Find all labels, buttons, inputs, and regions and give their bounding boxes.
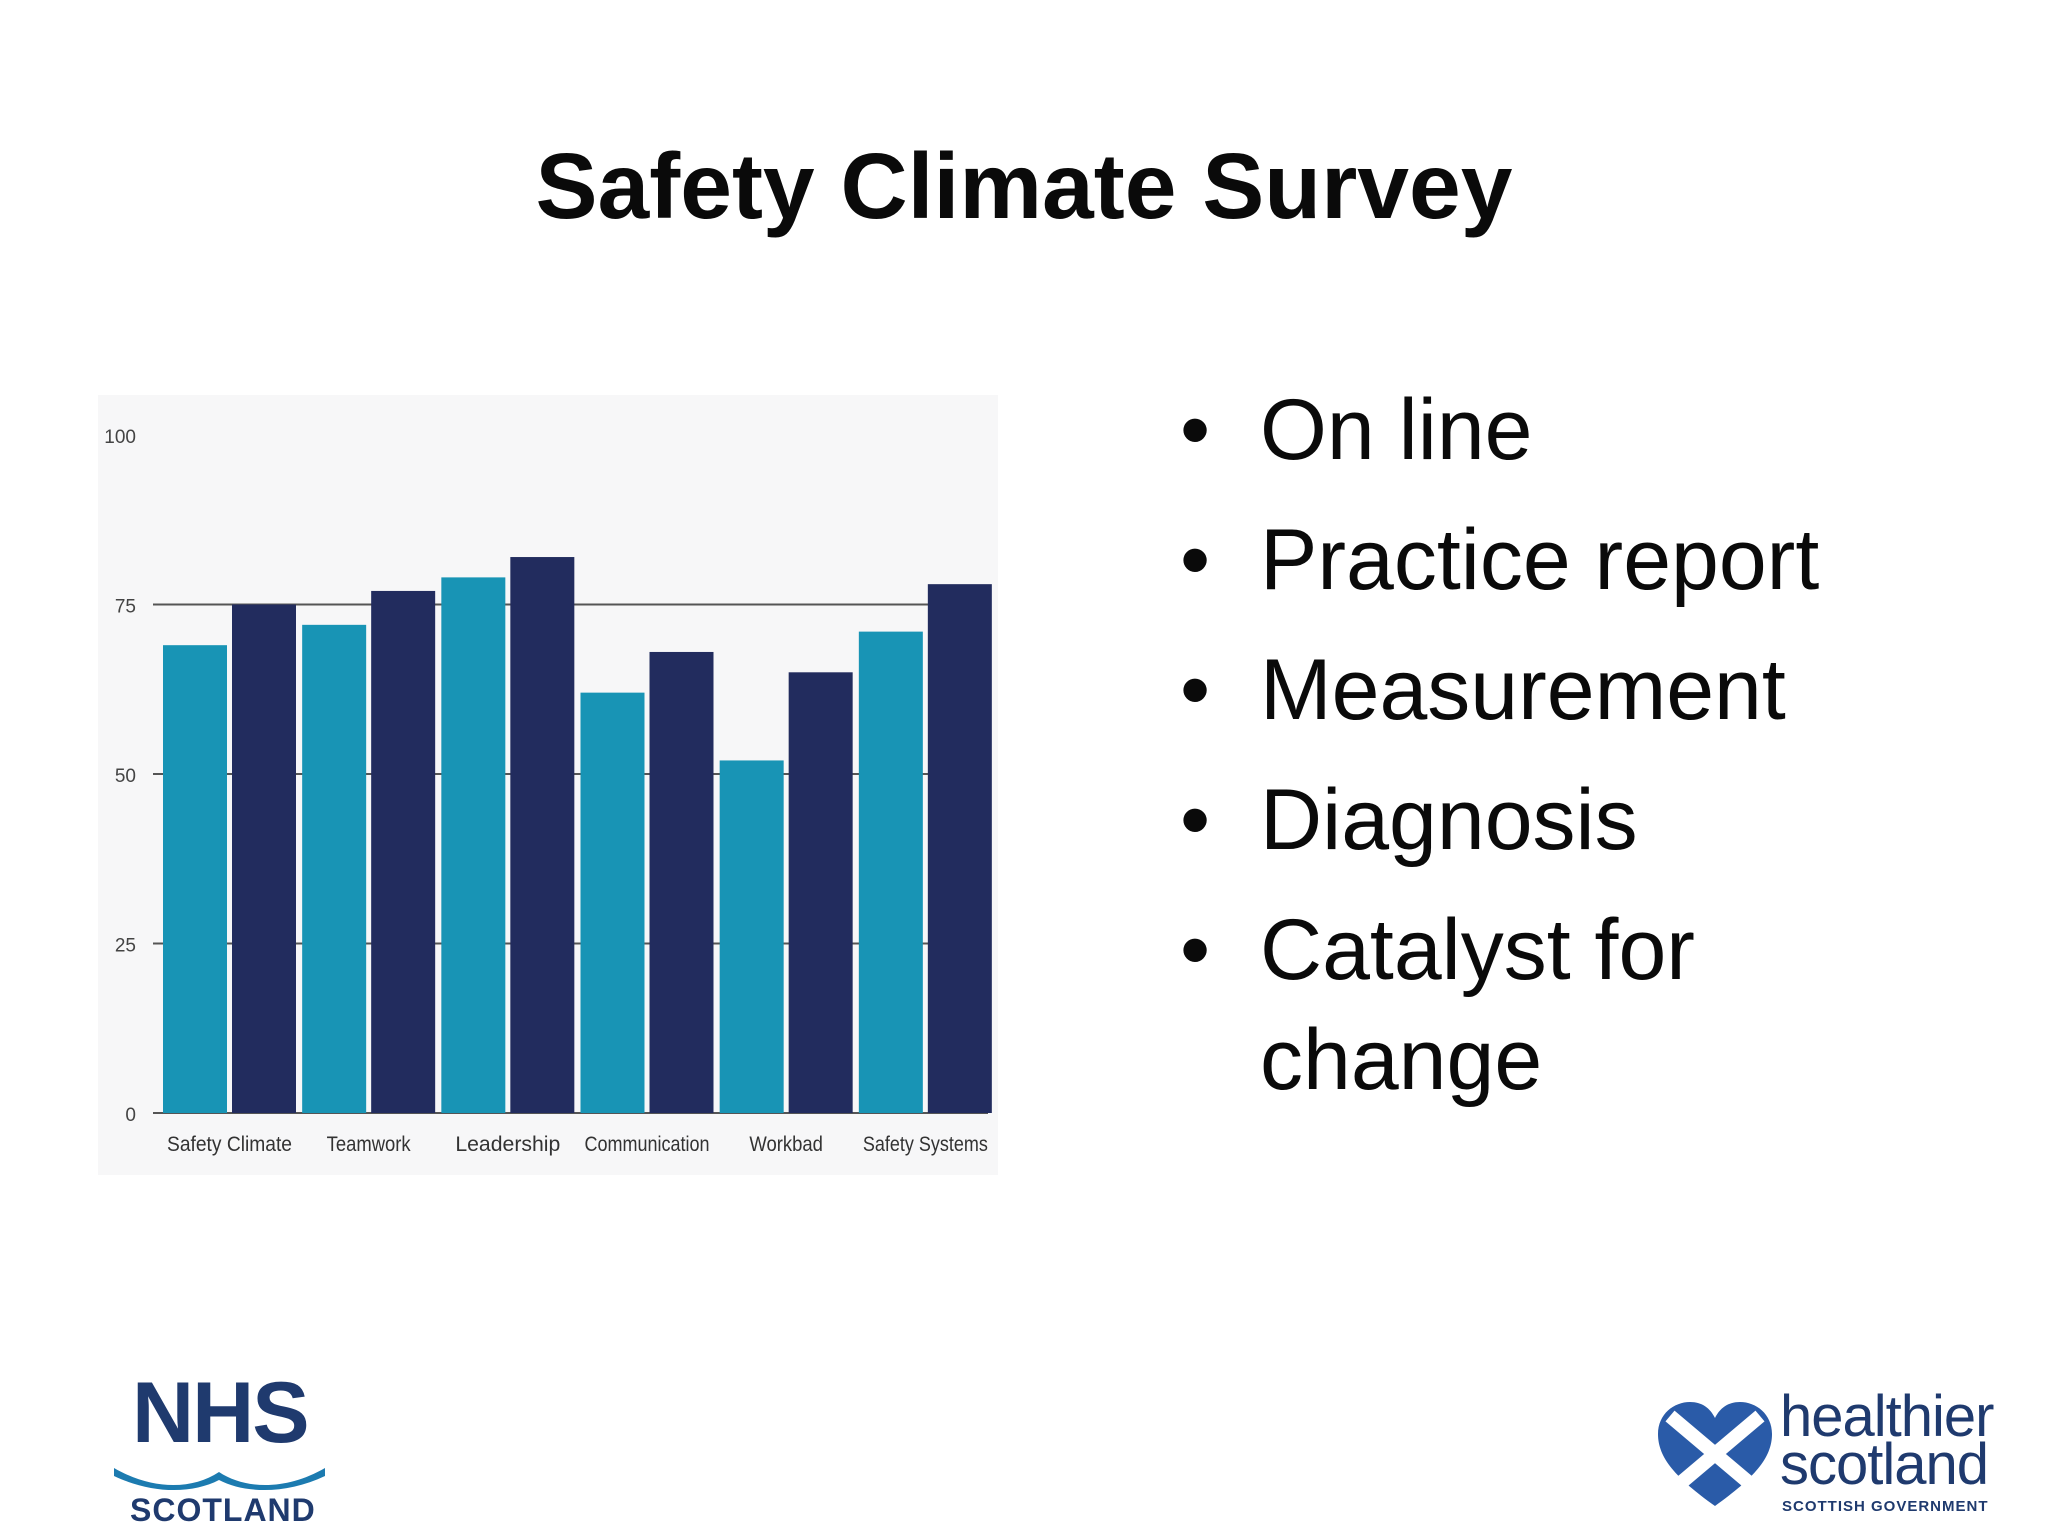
- y-tick-label: 50: [115, 766, 136, 787]
- healthier-logo-line3: SCOTTISH GOVERNMENT: [1782, 1498, 1989, 1515]
- healthier-scotland-logo: healthier scotland SCOTTISH GOVERNMENT: [1650, 1380, 2010, 1530]
- bar: [580, 692, 645, 1113]
- bar: [649, 651, 714, 1113]
- x-tick-label: Teamwork: [327, 1133, 411, 1156]
- bar: [441, 577, 506, 1113]
- x-tick-label: Safety Systems: [863, 1133, 988, 1156]
- y-tick-label: 75: [115, 597, 136, 618]
- y-tick-label: 25: [115, 936, 136, 957]
- bar: [927, 584, 992, 1113]
- y-tick-label: 0: [125, 1105, 136, 1126]
- bar-chart: 0 25 50 75 100 Safety Climate Teamwork Leaders…: [98, 395, 998, 1175]
- bullet-item: Catalyst for change: [1180, 895, 2000, 1115]
- slide-title: Safety Climate Survey: [535, 134, 1513, 238]
- bullet-list: On line Practice report Measurement Diag…: [1180, 375, 2000, 1135]
- healthier-logo-line1: healthier: [1780, 1384, 1994, 1449]
- bullet-item: Diagnosis: [1180, 765, 2000, 875]
- x-tick-label: Safety Climate: [167, 1133, 292, 1156]
- healthier-logo-line2: scotland: [1780, 1432, 1989, 1497]
- bar: [510, 557, 575, 1113]
- nhs-logo-subtitle: SCOTLAND: [130, 1492, 316, 1528]
- bullet-item: Practice report: [1180, 505, 2000, 615]
- nhs-logo-word: NHS: [132, 1365, 310, 1461]
- nhs-scotland-logo: NHS SCOTLAND: [112, 1370, 327, 1530]
- saltire-heart-icon: [1658, 1402, 1772, 1506]
- bar: [719, 760, 784, 1113]
- bullet-item: Measurement: [1180, 635, 2000, 745]
- x-tick-label: Workbad: [749, 1133, 823, 1156]
- bar: [788, 672, 853, 1113]
- nhs-wave-icon: [114, 1468, 325, 1491]
- x-tick-label: Communication: [585, 1133, 710, 1156]
- x-tick-label: Leadership: [455, 1133, 560, 1156]
- bar: [371, 590, 436, 1113]
- bar: [232, 604, 296, 1113]
- bar: [302, 624, 367, 1113]
- y-tick-label: 100: [104, 427, 136, 448]
- bar: [858, 631, 923, 1113]
- bar: [163, 645, 227, 1113]
- bullet-item: On line: [1180, 375, 2000, 485]
